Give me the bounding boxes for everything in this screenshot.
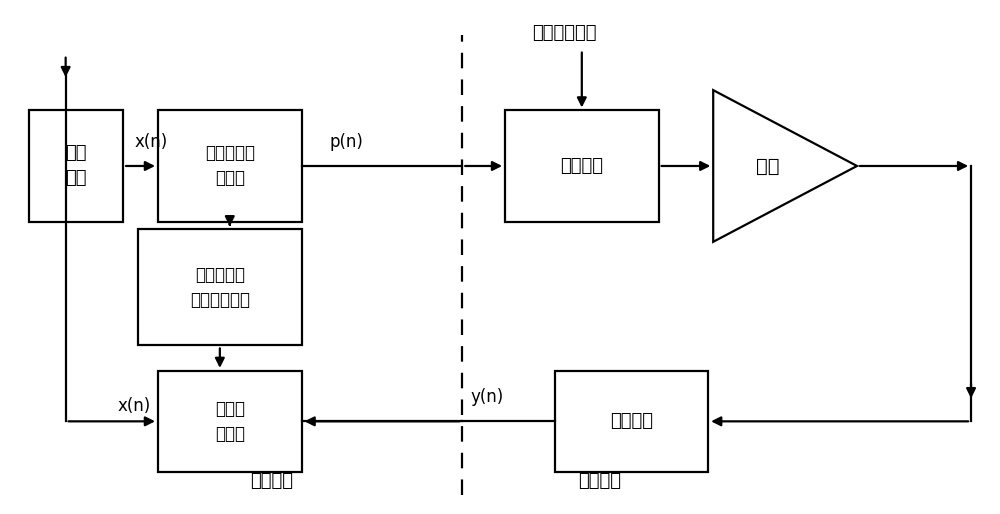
- Text: 动态功率调整: 动态功率调整: [532, 24, 597, 42]
- Polygon shape: [713, 90, 857, 242]
- Text: 功放: 功放: [756, 156, 780, 175]
- Text: 数字部分: 数字部分: [250, 472, 293, 490]
- Bar: [555, 371, 708, 472]
- Text: 模拟部分: 模拟部分: [578, 472, 621, 490]
- Bar: [158, 371, 302, 472]
- Text: x(n): x(n): [134, 133, 168, 151]
- Text: 特征向
量生成: 特征向 量生成: [215, 400, 245, 443]
- Text: x(n): x(n): [118, 397, 151, 415]
- Bar: [505, 111, 659, 222]
- Text: 矢量
信号: 矢量 信号: [65, 144, 87, 188]
- Bar: [158, 111, 302, 222]
- Text: 预失真系数
查找表: 预失真系数 查找表: [205, 144, 255, 188]
- Text: p(n): p(n): [329, 133, 363, 151]
- Text: 反馈回路: 反馈回路: [610, 412, 653, 430]
- Text: y(n): y(n): [470, 388, 504, 406]
- Bar: [29, 111, 123, 222]
- Text: 多层感知器
（模式识别）: 多层感知器 （模式识别）: [190, 266, 250, 309]
- Bar: [138, 229, 302, 345]
- Text: 发射链路: 发射链路: [560, 157, 603, 175]
